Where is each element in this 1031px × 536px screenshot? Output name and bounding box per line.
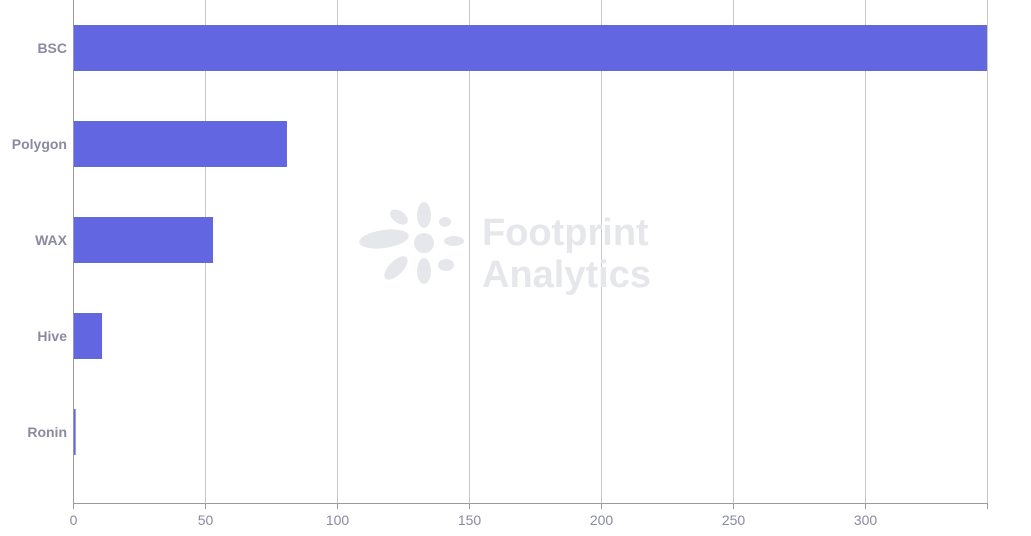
category-label-hive: Hive	[37, 328, 67, 344]
bar-hive[interactable]	[73, 313, 103, 359]
bar-ronin[interactable]	[73, 409, 76, 455]
bar-polygon[interactable]	[73, 121, 287, 167]
category-label-ronin: Ronin	[27, 424, 67, 440]
bar-bsc[interactable]	[73, 25, 987, 71]
category-label-polygon: Polygon	[12, 136, 67, 152]
watermark: Footprint Analytics	[359, 202, 651, 296]
footprint-logo-icon	[359, 202, 464, 284]
x-tick-label-0: 0	[70, 512, 78, 528]
watermark-line2: Analytics	[482, 254, 651, 296]
watermark-line1: Footprint	[482, 212, 649, 254]
x-tick-label-300: 300	[854, 512, 878, 528]
x-tick-label-50: 50	[198, 512, 214, 528]
bars	[73, 25, 987, 455]
gridlines	[205, 0, 988, 503]
category-label-bsc: BSC	[37, 40, 67, 56]
x-tick-label-200: 200	[590, 512, 614, 528]
x-tick-label-250: 250	[722, 512, 746, 528]
bar-wax[interactable]	[73, 217, 214, 263]
x-tick-label-100: 100	[326, 512, 350, 528]
x-axis: 0 50 100 150 200 250 300	[70, 0, 988, 528]
category-label-wax: WAX	[35, 232, 68, 248]
category-labels: BSC Polygon WAX Hive Ronin	[12, 40, 68, 440]
x-tick-label-150: 150	[458, 512, 482, 528]
